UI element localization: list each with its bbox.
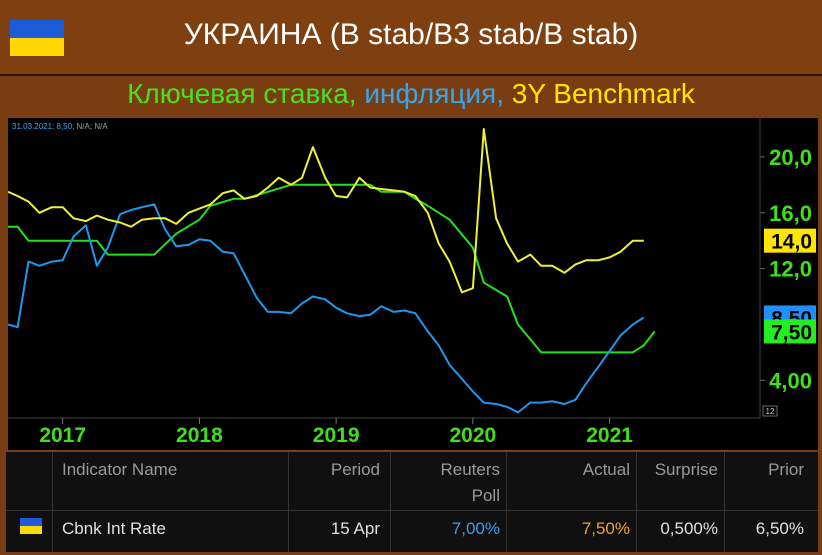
x-tick-label: 2017 [39, 424, 86, 447]
col-period[interactable]: Period [330, 460, 380, 479]
x-tick-label: 2020 [450, 424, 497, 447]
legend-date: 31.03.2021; [12, 122, 55, 131]
x-tick-label: 2019 [313, 424, 360, 447]
row-prior: 6,50% [755, 519, 804, 538]
page-title: УКРАИНА (B stab/B3 stab/B stab) [183, 18, 639, 51]
indicator-table: Indicator Name Period Reuters Poll Actua… [6, 452, 818, 552]
header-bar: УКРАИНА (B stab/B3 stab/B stab) [0, 0, 822, 76]
chart-area[interactable]: 31.03.2021; 8,50; N/A; N/A 20,0 16,0 12,0 4… [7, 118, 818, 450]
ukraine-flag-icon [10, 20, 64, 56]
series-line [8, 183, 656, 354]
series-line [7, 128, 644, 294]
row-period: 15 Apr [330, 519, 380, 538]
row-surprise: 0,500% [660, 519, 718, 538]
col-indicator-name[interactable]: Indicator Name [62, 460, 178, 479]
col-reuters-poll[interactable]: Reuters Poll [398, 460, 500, 506]
series-line [7, 203, 645, 414]
legend-value: 8,50; [56, 122, 75, 131]
last-value-label: 7,50 [771, 321, 812, 344]
subtitle-inflation: инфляция, [364, 78, 504, 109]
col-actual[interactable]: Actual [582, 460, 630, 479]
scale-button-label: 12 [766, 407, 775, 416]
subtitle-benchmark: 3Y Benchmark [511, 78, 695, 109]
last-value-badge [764, 228, 816, 253]
y-tick-label: 20,0 [769, 145, 812, 170]
chart-subtitle: Ключевая ставка, инфляция, 3Y Benchmark [0, 78, 822, 118]
col-reuters-poll-line1: Reuters [440, 460, 500, 479]
x-tick-label: 2018 [176, 424, 223, 447]
line-chart: 20,0 16,0 12,0 4,00 2017 2018 2019 2020 2021 14,0… [7, 118, 816, 447]
legend-na: N/A; N/A [76, 122, 108, 131]
last-value-badge [764, 319, 816, 344]
chart-legend-text: 31.03.2021; 8,50; N/A; N/A [12, 122, 108, 131]
row-actual: 7,50% [581, 519, 630, 538]
col-prior[interactable]: Prior [768, 460, 804, 479]
x-tick-label: 2021 [586, 424, 633, 447]
col-surprise[interactable]: Surprise [654, 460, 718, 479]
subtitle-key-rate: Ключевая ставка, [127, 78, 357, 109]
ukraine-flag-icon [20, 518, 42, 534]
row-reuters-poll: 7,00% [451, 519, 500, 538]
y-tick-label: 4,00 [769, 368, 812, 393]
row-indicator-name[interactable]: Cbnk Int Rate [62, 519, 166, 538]
last-value-label: 14,0 [771, 231, 812, 254]
y-tick-label: 16,0 [769, 201, 812, 226]
y-tick-label: 12,0 [769, 257, 812, 282]
col-reuters-poll-line2: Poll [471, 486, 500, 505]
scale-button[interactable] [762, 405, 778, 417]
